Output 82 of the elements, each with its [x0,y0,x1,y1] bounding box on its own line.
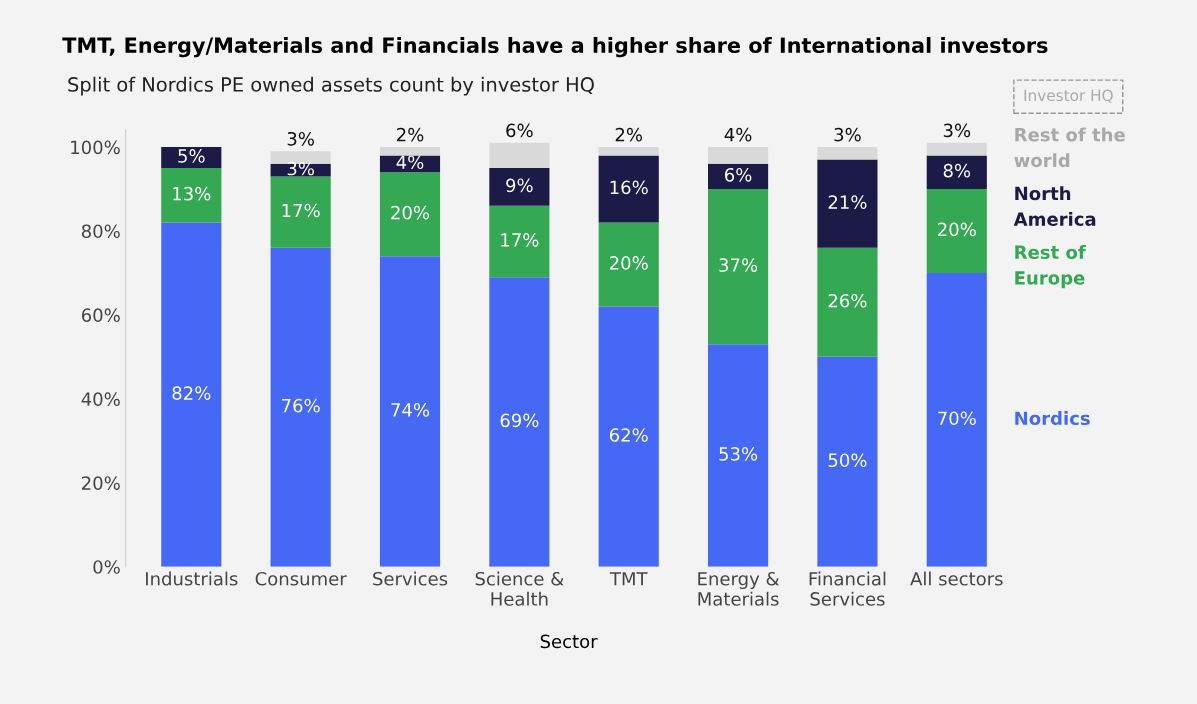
bar [379,155,441,173]
bar [708,147,769,164]
data-label: 3% [834,127,861,142]
data-label: 50% [828,453,867,468]
data-label: 17% [501,233,539,247]
bar [926,189,987,273]
x-tick-label: Energy & Materials [698,571,780,606]
x-tick-label: Industrials [146,571,238,586]
bar [926,155,987,189]
data-label: 74% [391,403,430,417]
bar [817,159,878,248]
data-label: 3% [287,131,314,146]
bar [489,277,550,567]
data-label: 16% [610,180,648,195]
x-tick-label: Services [373,571,448,586]
data-label: 82% [172,386,211,400]
bar [708,189,769,345]
data-label: 26% [828,293,867,308]
y-tick-label: 40% [81,392,120,406]
bar [161,222,222,567]
data-label: 21% [828,195,867,209]
data-label: 20% [938,222,976,237]
data-label: 69% [500,413,539,428]
data-label: 20% [609,256,648,270]
bar [161,147,222,169]
bar [379,147,441,156]
data-label: 4% [396,155,424,170]
bar [598,147,659,156]
y-tick-label: 100% [71,140,120,155]
data-label: 3% [287,161,314,176]
series-label: Nordics [1015,411,1090,426]
y-tick-label: 0% [93,560,120,574]
bar [489,205,550,278]
data-label: 9% [506,178,533,193]
y-tick-label: 80% [81,224,120,239]
data-label: 53% [719,447,758,461]
y-tick-label: 60% [81,308,120,323]
x-tick-label: All sectors [910,571,1003,586]
y-tick-label: 20% [82,476,120,490]
bar [926,142,987,156]
data-label: 2% [615,127,643,142]
data-label: 17% [282,203,320,218]
chart-title: TMT, Energy/Materials and Financials have a higher share of International investors [62,36,1048,58]
data-label: 6% [506,123,533,138]
bar [489,142,550,169]
x-tick-label: Financial Services [809,571,886,606]
bar [161,168,222,223]
data-label: 6% [725,167,752,182]
data-label: 76% [282,398,320,413]
x-tick-label: Science & Health [475,571,564,606]
bar [379,172,441,257]
bar [379,256,441,567]
legend-title: Investor HQ [1024,89,1113,103]
bar [708,163,769,189]
x-axis-title: Sector [540,634,598,649]
bar [708,344,769,567]
bar [598,222,659,307]
series-label: Rest of the world [1014,127,1125,168]
x-tick-label: Consumer [255,571,347,586]
series-label: Rest of Europe [1015,245,1086,289]
data-label: 20% [391,205,430,220]
chart-subtitle: Split of Nordics PE owned assets count by investor HQ [68,76,594,96]
data-label: 2% [397,127,424,142]
data-label: 70% [938,411,976,426]
data-label: 37% [719,258,758,272]
bar [817,147,878,160]
bar [270,176,331,248]
x-tick-label: TMT [609,572,648,586]
bar [598,155,659,223]
data-label: 5% [178,149,205,163]
bar [817,247,878,357]
bar [598,306,659,567]
data-label: 62% [609,428,648,442]
data-label: 3% [943,123,971,138]
bar [817,356,878,567]
bar [489,168,550,206]
data-label: 13% [173,186,211,201]
data-label: 8% [943,163,971,178]
data-label: 4% [724,127,752,142]
bar [926,272,987,567]
bar [270,247,331,567]
series-label: North America [1013,186,1096,226]
